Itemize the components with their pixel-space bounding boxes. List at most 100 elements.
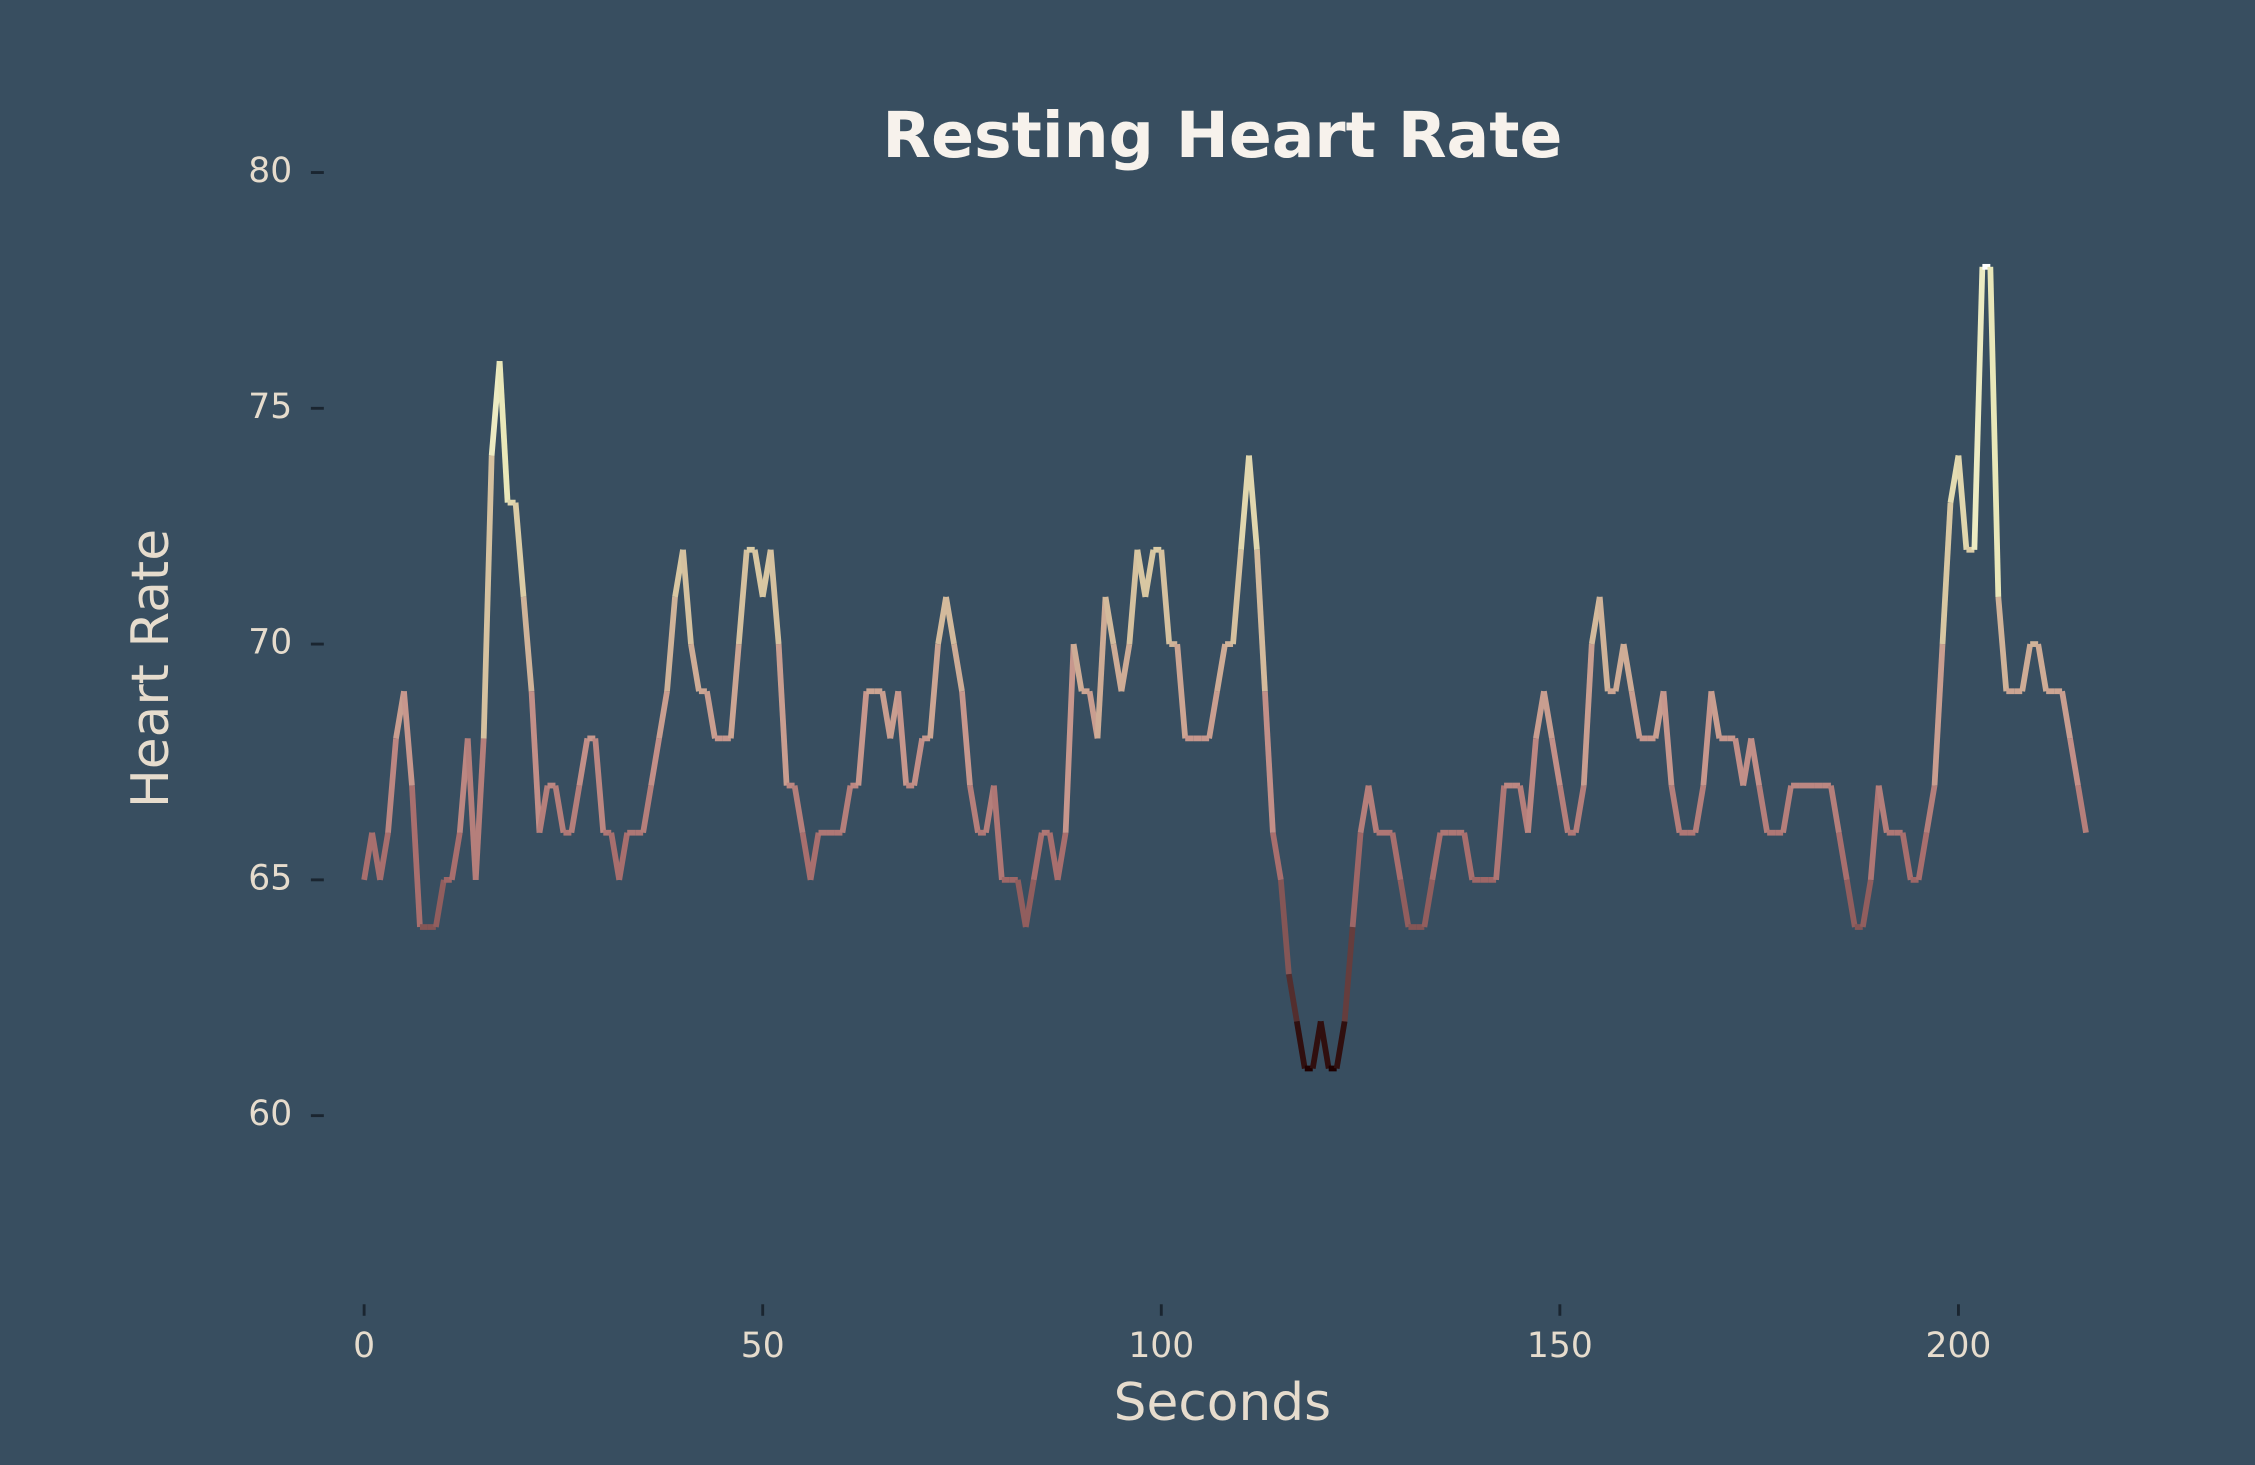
line-segment xyxy=(1668,785,1683,834)
line-segment xyxy=(855,690,870,786)
line-segment xyxy=(520,596,535,692)
line-segment xyxy=(1022,879,1037,928)
line-segment xyxy=(1780,785,1794,834)
line-segment xyxy=(640,785,654,834)
x-tick-label: 100 xyxy=(1128,1326,1194,1366)
line-segment xyxy=(1333,1020,1348,1069)
line-segment xyxy=(1859,879,1874,928)
line-segment xyxy=(959,690,973,786)
line-segment xyxy=(536,785,551,834)
line-segment xyxy=(2075,785,2089,834)
line-segment xyxy=(552,785,567,834)
chart-title: Resting Heart Rate xyxy=(882,98,1562,172)
line-segment xyxy=(704,690,718,739)
line-segment xyxy=(568,785,583,834)
line-segment xyxy=(480,455,495,739)
line-segment xyxy=(448,832,463,881)
line-segment xyxy=(1062,643,1077,833)
line-segment xyxy=(688,643,702,692)
line-segment xyxy=(1206,690,1220,739)
line-segment xyxy=(496,360,511,503)
line-segment xyxy=(1142,549,1157,598)
line-segment xyxy=(1549,737,1563,787)
line-segment xyxy=(1126,549,1141,645)
line-segment xyxy=(727,643,742,739)
line-segment xyxy=(1349,832,1364,928)
line-segment xyxy=(1270,832,1284,881)
line-segment xyxy=(1955,455,1970,551)
line-segment xyxy=(1748,737,1762,787)
line-segment xyxy=(1230,549,1244,645)
line-segment xyxy=(807,832,822,881)
line-segment xyxy=(1844,879,1858,928)
line-segment xyxy=(895,690,910,786)
line-segment xyxy=(1293,1020,1308,1069)
line-segment xyxy=(592,738,607,833)
line-segment xyxy=(1931,643,1946,786)
line-segment xyxy=(775,643,790,786)
line-segment xyxy=(1899,832,1914,881)
line-segment xyxy=(1628,690,1643,739)
line-segment xyxy=(1692,785,1707,834)
line-segment xyxy=(1397,879,1412,928)
line-segment xyxy=(472,738,487,881)
y-tick-label: 70 xyxy=(248,623,292,663)
line-segment xyxy=(1246,455,1260,551)
line-segment xyxy=(2035,643,2049,692)
line-segment xyxy=(1285,973,1300,1022)
line-segment xyxy=(1317,1020,1332,1069)
line-segment xyxy=(991,785,1005,881)
line-segment xyxy=(1923,785,1938,834)
line-segment xyxy=(1070,643,1085,692)
line-segment xyxy=(2067,737,2081,787)
line-segment xyxy=(951,643,965,692)
line-segment xyxy=(1700,690,1715,786)
line-segment xyxy=(1158,549,1173,645)
line-segment xyxy=(967,785,981,834)
line-segment xyxy=(1214,643,1228,692)
line-segment xyxy=(409,785,423,928)
line-segment xyxy=(1102,596,1117,645)
line-segment xyxy=(1971,266,1986,550)
y-tick-label: 75 xyxy=(248,387,292,427)
x-tick-label: 150 xyxy=(1527,1326,1593,1366)
line-segment xyxy=(1828,785,1842,834)
line-segment xyxy=(576,737,591,787)
line-segment xyxy=(1572,785,1587,834)
x-axis-label: Seconds xyxy=(1114,1373,1331,1433)
line-segment xyxy=(1987,266,2002,597)
line-segment xyxy=(1596,596,1611,692)
y-tick-label: 65 xyxy=(248,858,292,898)
y-axis-label: Heart Rate xyxy=(121,529,181,808)
line-segment xyxy=(2019,643,2034,692)
line-segment xyxy=(1867,785,1882,881)
line-segment xyxy=(1756,785,1770,834)
line-segment xyxy=(1054,832,1069,881)
line-segment xyxy=(1341,926,1356,1022)
line-segment xyxy=(528,691,543,833)
line-segment xyxy=(1836,832,1850,881)
line-segment xyxy=(616,832,631,881)
line-segment xyxy=(791,785,806,834)
line-segment xyxy=(1557,785,1571,834)
line-segment xyxy=(1429,832,1444,881)
line-segment xyxy=(1461,832,1476,881)
line-segment xyxy=(401,690,415,786)
line-segment xyxy=(1493,785,1507,881)
x-tick-label: 50 xyxy=(741,1326,785,1366)
line-segment xyxy=(1620,643,1635,692)
line-segment xyxy=(512,502,527,598)
line-segment xyxy=(377,832,391,881)
line-segment xyxy=(1660,690,1675,786)
line-segment xyxy=(1365,785,1380,834)
x-tick-label: 200 xyxy=(1926,1326,1992,1366)
line-segment xyxy=(1262,691,1276,833)
line-segment xyxy=(1254,549,1268,692)
line-segment xyxy=(911,737,925,787)
line-segment xyxy=(1875,785,1890,834)
line-segment xyxy=(1580,643,1595,786)
line-segment xyxy=(735,549,750,645)
line-segment xyxy=(2059,690,2073,739)
